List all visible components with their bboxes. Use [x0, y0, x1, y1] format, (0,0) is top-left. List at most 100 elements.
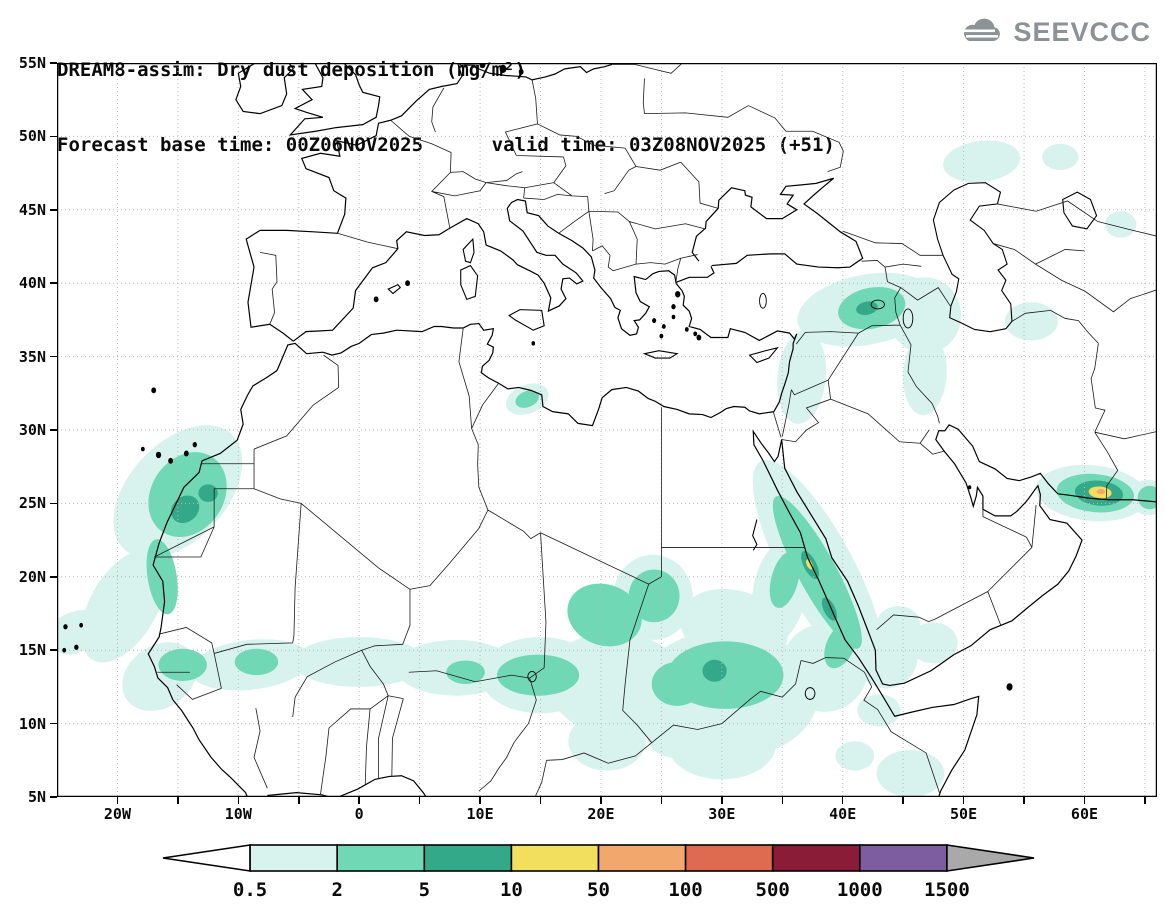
lake-chad: [528, 671, 536, 681]
dust-area: [148, 452, 227, 538]
x-tick: [177, 797, 179, 804]
coastline-layer: [57, 63, 1157, 797]
y-axis-label: 20N: [18, 567, 46, 586]
dust-area: [171, 495, 200, 524]
logo-text: SEEVCCC: [1013, 16, 1151, 47]
x-axis-label: 20E: [587, 805, 615, 823]
y-axis-label: 35N: [18, 347, 46, 366]
dust-area: [568, 711, 646, 771]
colorbar-label: 500: [756, 879, 790, 901]
colorbar-arrow-left: [162, 844, 251, 872]
plot-frame: [57, 63, 1157, 797]
dust-area: [903, 333, 947, 416]
colorbar-segment: [597, 844, 687, 872]
x-axis-label: 60E: [1070, 805, 1099, 823]
y-axis-label: 25N: [18, 494, 46, 513]
y-axis-label: 5N: [27, 788, 46, 806]
colorbar-label: 10: [500, 879, 523, 901]
dust-area: [1096, 489, 1106, 495]
dust-area: [824, 623, 857, 669]
y-tick: [50, 502, 57, 505]
colorbar-label: 5: [419, 879, 430, 901]
map-frame: [57, 63, 1157, 797]
y-tick: [50, 282, 57, 284]
dust-area: [651, 661, 703, 706]
y-tick: [50, 209, 57, 211]
dust-area: [943, 140, 1021, 183]
dust-area: [146, 539, 178, 615]
dust-area: [835, 741, 875, 771]
y-axis-label: 50N: [18, 127, 46, 146]
x-tick: [418, 797, 421, 804]
y-axis-label: 45N: [18, 200, 46, 219]
coastline-islands-lakes: [388, 183, 1096, 551]
y-axis-label: 55N: [18, 54, 46, 72]
coastlines: [148, 63, 1157, 797]
dust-area: [1105, 211, 1137, 238]
dust-area: [769, 551, 800, 608]
dust-area: [567, 583, 642, 647]
x-tick: [1083, 797, 1086, 804]
x-axis-label: 10E: [466, 805, 494, 823]
lake-urmia: [903, 309, 913, 328]
x-tick: [298, 797, 300, 804]
lake-van: [871, 300, 884, 309]
dust-area: [497, 654, 580, 696]
dust-area: [805, 559, 813, 570]
colorbar-label: 50: [587, 879, 610, 901]
x-tick: [479, 797, 481, 804]
colorbar-segment: [858, 844, 948, 872]
dust-area: [515, 390, 540, 408]
colorbar-segment: [771, 844, 861, 872]
colorbar-segment: [336, 844, 426, 872]
x-axis-label: 50E: [950, 805, 978, 823]
y-axis-label: 30N: [18, 421, 46, 439]
lake-tuz: [760, 293, 767, 308]
x-tick: [1023, 797, 1025, 804]
x-tick: [1144, 797, 1146, 804]
x-tick: [902, 797, 904, 804]
y-tick: [50, 576, 57, 578]
dust-area: [628, 569, 680, 623]
y-tick: [50, 722, 57, 725]
dust-area: [198, 484, 218, 502]
y-tick: [50, 62, 57, 64]
dust-area: [856, 301, 878, 315]
x-tick: [358, 797, 360, 804]
dust-area: [646, 713, 701, 758]
colorbar-label: 100: [668, 879, 702, 901]
x-axis-label: 20W: [103, 805, 131, 823]
y-tick: [50, 796, 57, 798]
dust-area: [1042, 143, 1079, 171]
dust-area: [909, 622, 958, 664]
dust-area: [446, 660, 485, 684]
plot-title: DREAM8-assim: Dry dust deposition (mg/m²…: [57, 59, 526, 81]
dust-area: [702, 659, 727, 682]
dust-area: [1137, 485, 1157, 510]
coastline-mainland: [148, 63, 1157, 797]
colorbar-label: 2: [331, 879, 342, 901]
dust-area: [821, 597, 837, 621]
colorbar-segment: [249, 844, 339, 872]
y-axis-label: 10N: [18, 714, 46, 733]
y-axis-label: 40N: [18, 274, 46, 293]
colorbar-label: 1500: [924, 879, 970, 901]
cloud-icon: [961, 18, 1001, 41]
lake-tana: [805, 688, 815, 700]
x-axis-label: 30E: [708, 805, 736, 823]
x-tick: [660, 797, 663, 804]
dust-area: [876, 606, 921, 642]
colorbar-segment: [684, 844, 774, 872]
dust-area: [876, 750, 945, 797]
small-islands: [62, 63, 1013, 691]
y-tick: [50, 135, 57, 138]
x-tick: [539, 797, 542, 804]
dust-area: [857, 694, 901, 727]
x-tick: [841, 797, 844, 804]
colorbar: 0.5 2 5 10 50 100 500 1000 1500: [162, 844, 1035, 901]
dust-area: [1004, 302, 1058, 341]
dust-area: [292, 636, 426, 687]
y-axis-label: 15N: [18, 641, 46, 660]
x-tick: [962, 797, 965, 804]
